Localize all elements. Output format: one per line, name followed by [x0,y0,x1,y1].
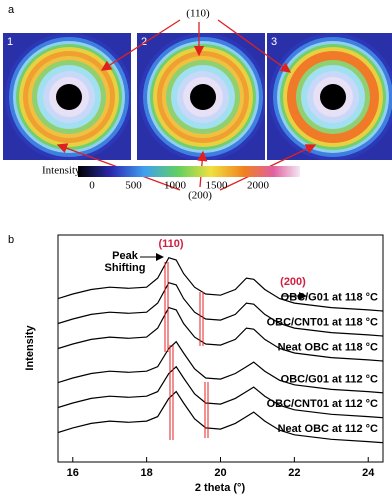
series-line [58,256,383,312]
ring [320,84,346,110]
x-tick-label: 18 [141,467,153,479]
rings [269,33,392,160]
x-tick-label: 16 [67,467,79,479]
annotation: (110) [158,238,183,250]
peak-markers [164,262,209,440]
image-number: 2 [141,36,147,48]
x-tick-label: 20 [214,467,226,479]
rings [5,33,131,160]
colorbar-label: Intensity [42,165,81,177]
colorbar-tick-label: 2000 [247,180,270,192]
series-line [58,390,383,444]
ring [190,84,216,110]
panel-label: b [8,234,14,246]
y-axis-label: Intensity [24,325,36,371]
image-number: 3 [271,36,277,48]
x-axis-label: 2 theta (°) [195,482,246,494]
series-label: OBC/CNT01 at 112 °C [267,398,378,410]
diffraction-image: 2 [137,33,265,160]
annotation: (200) [280,276,306,288]
colorbar-tick-label: 1500 [206,180,229,192]
series-line [58,340,383,394]
image-number: 1 [7,36,13,48]
annotation: Shifting [105,262,146,274]
series-label: Neat OBC at 112 °C [278,423,378,435]
series-label: OBC/G01 at 112 °C [281,373,378,385]
diffraction-image: 3 [267,33,392,160]
rings [139,33,265,160]
series-line [58,365,383,419]
annotation: Peak [112,250,139,262]
x-tick-label: 22 [288,467,300,479]
panel-label: a [8,4,15,16]
series-label: OBC/CNT01 at 118 °C [267,317,378,329]
peak-label: (110) [186,8,210,20]
colorbar-tick-label: 1000 [164,180,187,192]
series-label: Neat OBC at 118 °C [278,341,378,353]
diffraction-images: 1 2 3 [3,33,392,160]
colorbar-tick-label: 500 [125,180,142,192]
peak-label: (200) [188,190,212,202]
series-label: OBC/G01 at 118 °C [281,292,378,304]
ring [56,84,82,110]
x-tick-label: 24 [362,467,375,479]
diffraction-image: 1 [3,33,131,160]
colorbar-tick-label: 0 [89,180,95,192]
colorbar [78,166,300,177]
